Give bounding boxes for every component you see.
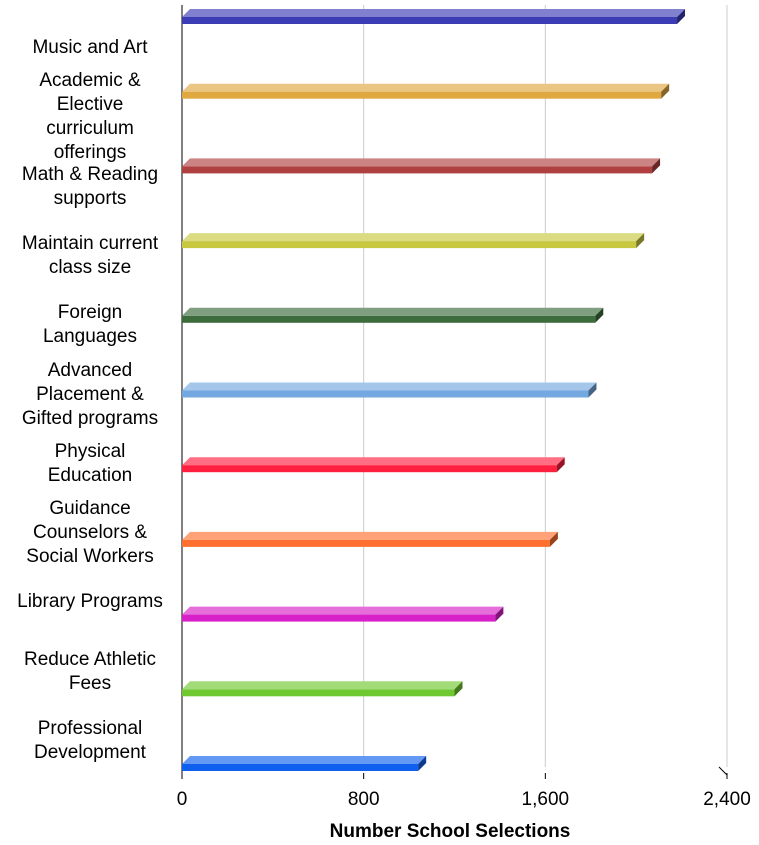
- bar-top: [182, 457, 565, 466]
- bar: [182, 465, 557, 473]
- bar-top: [182, 307, 604, 316]
- y-tick-label: Foreign Languages: [42, 302, 138, 348]
- y-tick-label: Academic & Elective curriculum offerings: [39, 70, 141, 164]
- bar-top: [182, 9, 686, 17]
- bar-top: [182, 606, 504, 615]
- bar: [182, 315, 596, 323]
- bar: [182, 614, 496, 622]
- x-tick-label: 0: [177, 789, 188, 810]
- y-tick-label: Math & Reading supports: [21, 163, 159, 209]
- bar-side: [595, 307, 604, 323]
- bar-side: [495, 606, 504, 622]
- y-tick-label: Advanced Placement & Gifted programs: [21, 359, 159, 429]
- y-tick-label: Guidance Counselors & Social Workers: [26, 498, 154, 568]
- y-tick-label: Reduce Athletic Fees: [23, 648, 157, 694]
- y-tick-label: Library Programs: [17, 591, 163, 613]
- bar-side: [588, 382, 597, 398]
- y-tick-label: Maintain current class size: [21, 232, 159, 278]
- y-tick-label: Physical Education: [47, 440, 133, 486]
- bar-top: [182, 382, 597, 391]
- bar-side: [418, 756, 427, 771]
- bar-top: [182, 681, 463, 690]
- bar-side: [549, 531, 558, 547]
- bar-top: [182, 233, 645, 242]
- bar: [182, 764, 419, 771]
- y-tick-label: Music and Art: [32, 37, 148, 58]
- x-tick-label: 800: [348, 789, 380, 810]
- bar: [182, 390, 589, 398]
- bar: [182, 166, 653, 174]
- bar-side: [661, 83, 670, 99]
- y-tick-label: Professional Development: [34, 718, 146, 763]
- bar-side: [556, 457, 565, 473]
- x-tick-label: 2,400: [703, 789, 751, 810]
- bar-top: [182, 756, 427, 764]
- bar-top: [182, 158, 661, 167]
- bar: [182, 241, 637, 249]
- x-tick-label: 1,600: [522, 789, 570, 810]
- bar-side: [652, 158, 661, 174]
- bar-side: [677, 9, 686, 24]
- x-axis-label: Number School Selections: [330, 821, 571, 842]
- bar: [182, 689, 455, 697]
- x-axis-floor: [718, 766, 728, 776]
- bar-side: [636, 233, 645, 249]
- bar: [182, 17, 678, 24]
- bar: [182, 539, 550, 547]
- bar-side: [454, 681, 463, 697]
- bar-top: [182, 531, 558, 540]
- bar-top: [182, 83, 670, 92]
- bar: [182, 91, 662, 99]
